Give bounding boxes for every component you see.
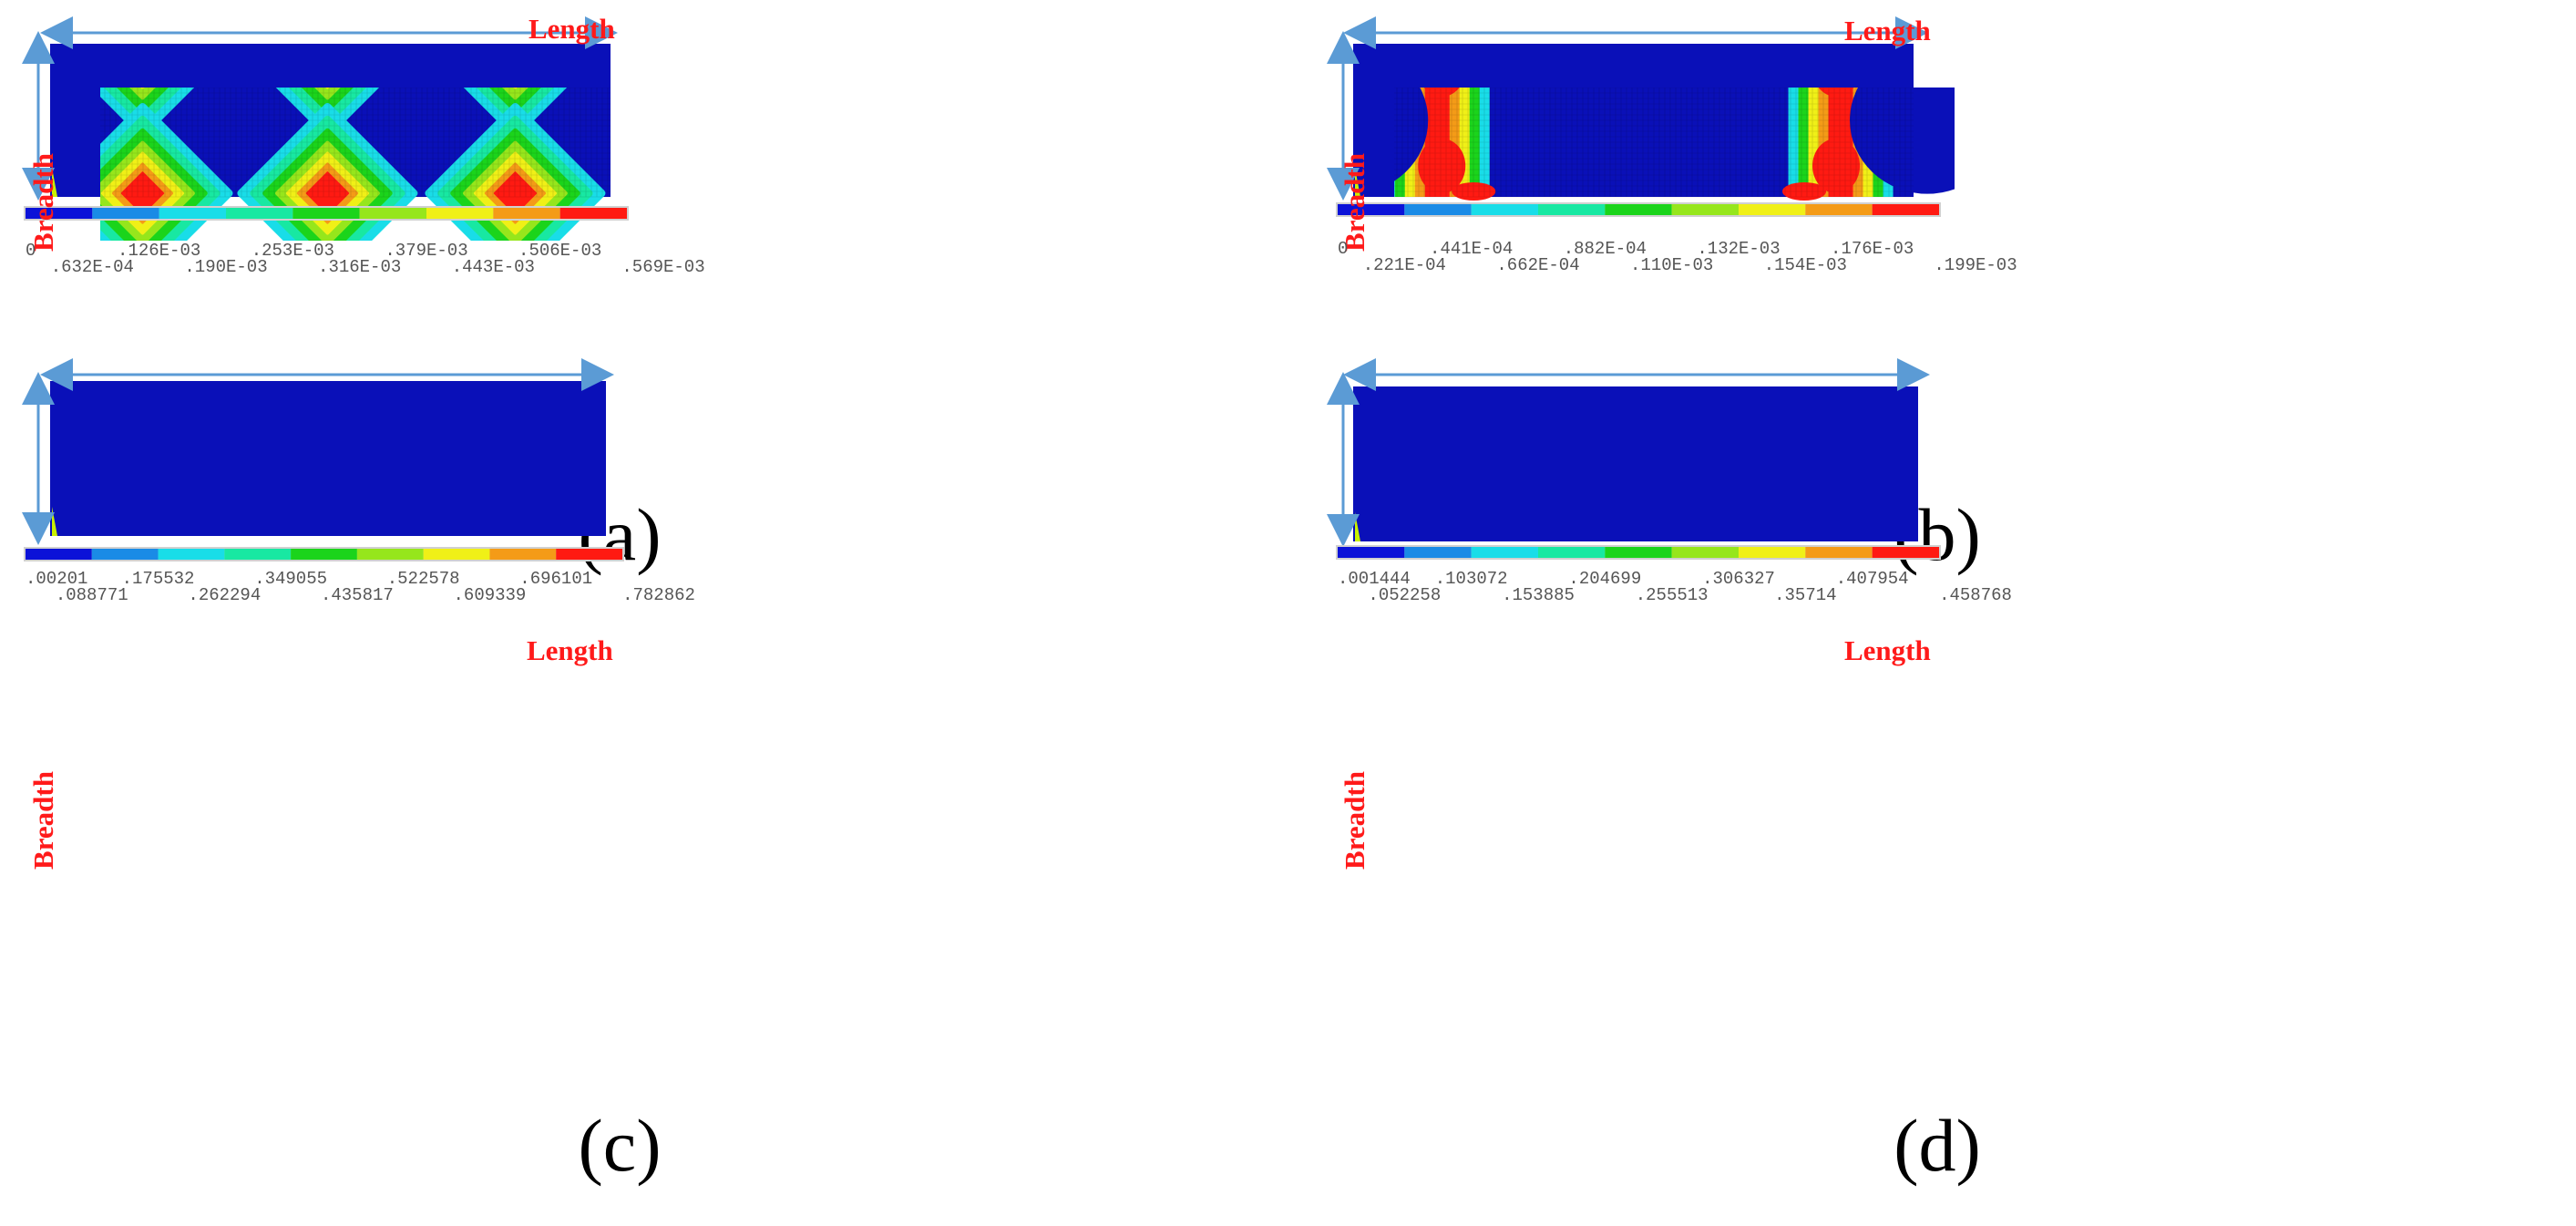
legend-tick-label: .221E-04 <box>1362 255 1446 275</box>
legend-tick-label: .458768 <box>1939 585 2012 605</box>
legend-swatch <box>159 208 226 219</box>
length-label: Length <box>529 13 615 45</box>
legend-swatch <box>1404 204 1472 215</box>
legend-tick-label: .609339 <box>453 585 527 605</box>
legend-swatch <box>1538 204 1606 215</box>
legend-swatch <box>226 208 293 219</box>
contour-panel-d: Length Breadth .001444.052258.103072.153… <box>1312 358 2576 1226</box>
legend-tick-label: 0 <box>26 241 36 261</box>
length-label: Length <box>527 634 613 666</box>
contour-figure-d <box>1327 358 1941 560</box>
legend-swatch <box>1805 204 1873 215</box>
length-label: Length <box>1844 634 1931 666</box>
legend-swatch <box>1538 547 1606 558</box>
legend-swatch <box>1872 204 1939 215</box>
stress-contours <box>100 88 611 241</box>
legend-tick-label: .782862 <box>622 585 695 605</box>
legend-tick-label: .569E-03 <box>621 257 705 277</box>
legend-tick-label: .379E-03 <box>385 241 468 261</box>
legend-tick-label: .175532 <box>121 569 195 589</box>
contour-figure-a <box>22 16 629 241</box>
legend-tick-label: .316E-03 <box>318 257 402 277</box>
breadth-label: Breadth <box>1339 771 1370 870</box>
legend-swatch <box>292 208 360 219</box>
legend-swatch <box>1471 204 1538 215</box>
legend-swatch <box>1471 547 1538 558</box>
legend-swatch <box>291 549 357 560</box>
legend-tick-label: .255513 <box>1635 585 1709 605</box>
breadth-label: Breadth <box>27 771 59 870</box>
legend-tick-label: .126E-03 <box>118 241 201 261</box>
contour-panel-c: Length Breadth .00201.088771.175532.2622… <box>0 358 1276 1226</box>
legend-tick-label: .696101 <box>519 569 593 589</box>
contour-panel-b: Length Breadth 0 .221E-04.441E-04.662E-04… <box>1312 0 2576 620</box>
legend-tick-label: 0 <box>1338 239 1349 259</box>
contour-field <box>1353 386 1918 541</box>
legend-tick-label: .190E-03 <box>184 257 268 277</box>
legend-tick-label: .435817 <box>320 585 394 605</box>
legend-tick-label: .154E-03 <box>1763 255 1847 275</box>
legend-swatch <box>158 549 225 560</box>
legend-swatch <box>556 549 622 560</box>
legend-swatch <box>1872 547 1939 558</box>
legend-tick-label: .522578 <box>386 569 460 589</box>
legend-swatch <box>91 549 159 560</box>
legend-swatch <box>26 549 92 560</box>
legend-tick-label: .632E-04 <box>50 257 134 277</box>
legend-swatch <box>359 208 426 219</box>
length-label: Length <box>1844 15 1931 46</box>
legend-tick-label: .882E-04 <box>1563 239 1647 259</box>
legend-swatch <box>1739 204 1806 215</box>
legend-tick-label: .00201 <box>26 569 88 589</box>
contour-figure-b <box>1327 16 1955 217</box>
legend-tick-label: .176E-03 <box>1831 239 1914 259</box>
legend-tick-label: .088771 <box>55 585 128 605</box>
contour-field <box>50 381 606 536</box>
legend-tick-label: .052258 <box>1368 585 1442 605</box>
breadth-label: Breadth <box>1339 153 1370 252</box>
legend-tick-label: .153885 <box>1502 585 1575 605</box>
legend-tick-label: .35714 <box>1774 585 1837 605</box>
legend-swatch <box>1739 547 1806 558</box>
legend-swatch <box>224 549 292 560</box>
breadth-label: Breadth <box>27 153 59 252</box>
panel-caption: (c) <box>578 1104 662 1187</box>
legend-swatch <box>493 208 560 219</box>
legend-swatch <box>356 549 424 560</box>
stress-contours <box>1394 88 1955 201</box>
legend-tick-label: .306327 <box>1702 569 1775 589</box>
legend-swatch <box>423 549 490 560</box>
panel-caption: (d) <box>1894 1104 1981 1187</box>
legend-tick-label: .132E-03 <box>1697 239 1781 259</box>
legend-swatch <box>1404 547 1472 558</box>
legend-swatch <box>1605 547 1672 558</box>
legend-tick-label: .349055 <box>254 569 328 589</box>
legend-tick-label: .204699 <box>1568 569 1642 589</box>
legend-tick-label: .662E-04 <box>1496 255 1580 275</box>
legend-swatch <box>92 208 159 219</box>
legend-tick-label: .443E-03 <box>451 257 535 277</box>
legend-tick-label: .199E-03 <box>1934 255 2017 275</box>
legend-swatch <box>489 549 557 560</box>
legend-tick-label: .253E-03 <box>251 241 334 261</box>
contour-panel-a: Length Breadth 0 .632E-04.126E-03.190E-03… <box>0 0 1276 620</box>
legend-swatch <box>1671 547 1739 558</box>
legend-tick-label: .103072 <box>1434 569 1508 589</box>
legend-tick-label: .262294 <box>188 585 262 605</box>
legend-tick-label: .506E-03 <box>518 241 602 261</box>
legend-swatch <box>426 208 494 219</box>
legend-tick-label: .441E-04 <box>1430 239 1514 259</box>
legend-swatch <box>1671 204 1739 215</box>
legend-tick-label: .110E-03 <box>1630 255 1714 275</box>
legend-swatch <box>1605 204 1672 215</box>
legend-tick-label: .001444 <box>1338 569 1411 589</box>
legend-swatch <box>1338 547 1405 558</box>
contour-figure-c <box>22 358 624 561</box>
legend-tick-label: .407954 <box>1835 569 1909 589</box>
legend-swatch <box>1805 547 1873 558</box>
legend-swatch <box>26 208 93 219</box>
legend-swatch <box>1338 204 1405 215</box>
legend-swatch <box>559 208 627 219</box>
